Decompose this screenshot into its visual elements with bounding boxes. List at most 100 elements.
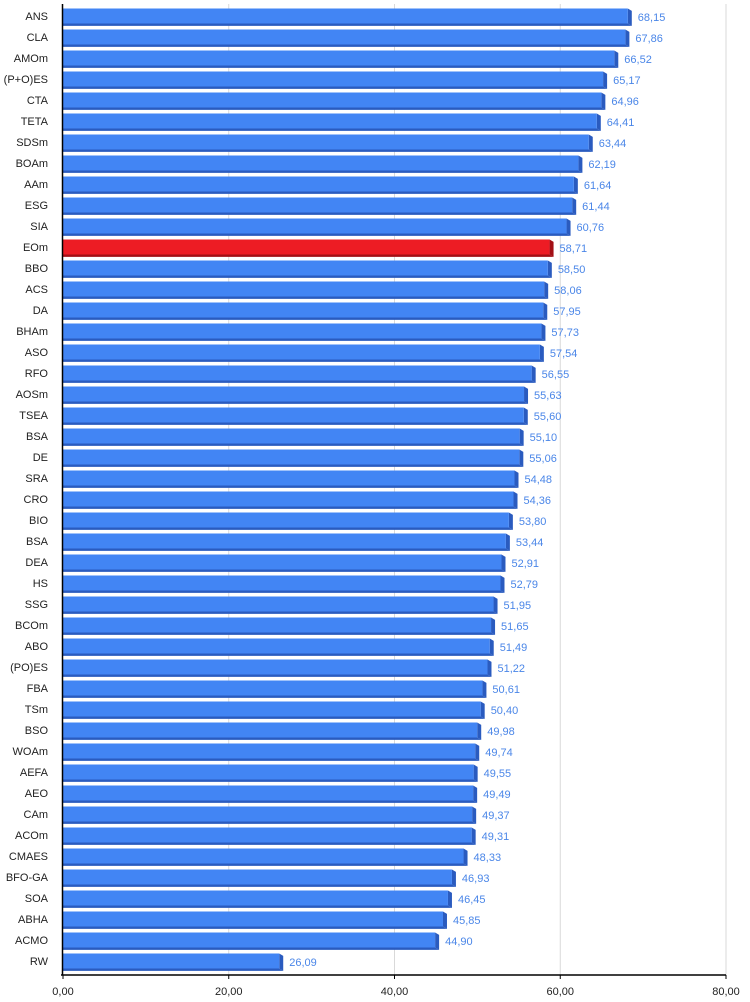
- bar: [63, 764, 478, 782]
- bar-face: [63, 701, 481, 717]
- bar-shadow: [63, 401, 529, 404]
- bar-shadow: [63, 674, 492, 677]
- bar: [63, 701, 485, 719]
- x-tick-label: 20,00: [215, 986, 243, 998]
- bar: [63, 848, 468, 866]
- bar: [63, 953, 284, 971]
- bar-side: [472, 806, 477, 824]
- bar-side: [541, 323, 546, 341]
- bar: [63, 722, 482, 740]
- category-label: (PO)ES: [10, 662, 48, 674]
- bar-side: [471, 827, 476, 845]
- x-tick-label: 80,00: [712, 986, 740, 998]
- bar-side: [435, 932, 440, 950]
- bar: [63, 365, 536, 383]
- bar-shadow: [63, 527, 513, 530]
- category-label: AEO: [25, 788, 49, 800]
- value-label: 54,48: [525, 474, 553, 486]
- value-label: 57,73: [551, 327, 579, 339]
- bar-face: [63, 596, 494, 612]
- bar-side: [519, 428, 524, 446]
- bar-side: [513, 491, 518, 509]
- category-label: TSm: [25, 704, 48, 716]
- category-label: SOA: [25, 893, 49, 905]
- bar-shadow: [63, 716, 485, 719]
- value-labels: 68,15 67,86 66,52 65,17 64,96 64,41 63,44 62,19…: [289, 12, 665, 969]
- bar-face: [63, 71, 604, 87]
- value-label: 46,93: [462, 873, 490, 885]
- value-label: 46,45: [458, 894, 486, 906]
- bar-face: [63, 323, 542, 339]
- bar-shadow: [63, 380, 536, 383]
- bar-side: [625, 29, 630, 47]
- category-label: SRA: [25, 473, 48, 485]
- value-label: 49,37: [482, 810, 510, 822]
- category-label: ACOm: [15, 830, 48, 842]
- value-label: 45,85: [453, 915, 481, 927]
- bar: [63, 575, 505, 593]
- value-label: 48,33: [474, 852, 502, 864]
- value-label: 56,55: [542, 369, 570, 381]
- bar: [63, 260, 552, 278]
- category-label: BSA: [26, 431, 49, 443]
- bar-side: [501, 554, 506, 572]
- bar-shadow: [63, 842, 476, 845]
- category-label: AAm: [24, 179, 48, 191]
- bar-face: [63, 218, 567, 234]
- bar-shadow: [63, 569, 506, 572]
- bar-shadow: [63, 359, 544, 362]
- value-label: 52,91: [511, 558, 539, 570]
- bar-shadow: [63, 968, 284, 971]
- bar-side: [473, 785, 478, 803]
- category-label: BBO: [25, 263, 49, 275]
- bar-shadow: [63, 632, 496, 635]
- bar-side: [601, 92, 606, 110]
- bar-side: [573, 176, 578, 194]
- category-label: ACS: [25, 284, 48, 296]
- bar-face: [63, 638, 490, 654]
- value-label: 61,44: [582, 201, 610, 213]
- bar: [63, 302, 548, 320]
- bar-side: [614, 50, 619, 68]
- bar-face: [63, 155, 579, 171]
- value-label: 64,41: [607, 117, 635, 129]
- value-label: 58,71: [560, 243, 588, 255]
- x-tick-labels: 0,00 20,00 40,00 60,00 80,00: [52, 986, 739, 998]
- category-label: BFO-GA: [6, 872, 49, 884]
- bar-side: [603, 71, 608, 89]
- bar: [63, 617, 496, 635]
- value-label: 51,22: [497, 663, 525, 675]
- bar-face: [63, 239, 550, 255]
- bar: [63, 92, 606, 110]
- category-label: SSG: [25, 599, 48, 611]
- category-label: (P+O)ES: [4, 74, 48, 86]
- category-label: CTA: [27, 95, 49, 107]
- bar-side: [539, 344, 544, 362]
- bar-face: [63, 449, 520, 465]
- bar-shadow: [63, 590, 505, 593]
- bar: [63, 533, 510, 551]
- bar: [63, 827, 476, 845]
- bar: [63, 743, 480, 761]
- bar-shadow: [63, 191, 578, 194]
- bar-face: [63, 617, 492, 633]
- bar-shadow: [63, 464, 524, 467]
- bar-shadow: [63, 905, 452, 908]
- bar-face: [63, 764, 474, 780]
- category-label: ANS: [25, 11, 48, 23]
- value-label: 65,17: [613, 75, 641, 87]
- bar-side: [543, 302, 548, 320]
- bar: [63, 155, 583, 173]
- bar: [63, 596, 498, 614]
- bar-side: [482, 680, 487, 698]
- category-label: DE: [33, 452, 48, 464]
- bar: [63, 449, 524, 467]
- category-label: BCOm: [15, 620, 48, 632]
- bar-side: [508, 512, 513, 530]
- bar-side: [572, 197, 577, 215]
- category-label: ASO: [25, 347, 49, 359]
- bar-shadow: [63, 212, 577, 215]
- bar-side: [524, 386, 529, 404]
- category-label: FBA: [27, 683, 49, 695]
